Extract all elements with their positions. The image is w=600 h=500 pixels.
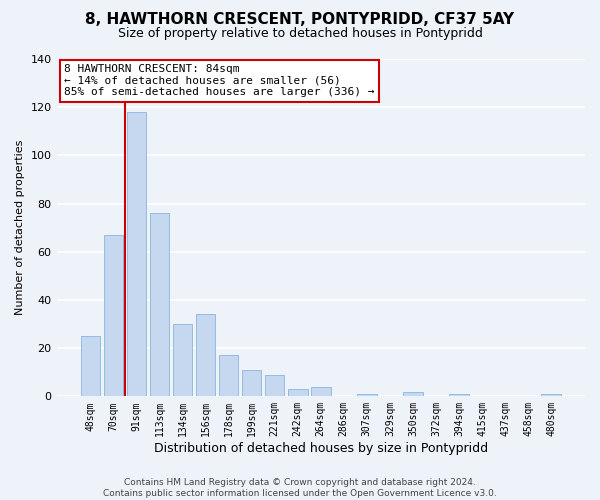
Bar [311,386,331,396]
Bar [265,374,284,396]
Bar [80,336,100,396]
Bar [357,394,377,396]
Bar [173,324,193,396]
Bar [449,394,469,396]
Bar [219,356,238,397]
Text: 8, HAWTHORN CRESCENT, PONTYPRIDD, CF37 5AY: 8, HAWTHORN CRESCENT, PONTYPRIDD, CF37 5… [85,12,515,28]
Bar [242,370,262,396]
Text: Contains HM Land Registry data © Crown copyright and database right 2024.
Contai: Contains HM Land Registry data © Crown c… [103,478,497,498]
Bar [403,392,423,396]
Bar [104,235,123,396]
Text: Size of property relative to detached houses in Pontypridd: Size of property relative to detached ho… [118,28,482,40]
Bar [541,394,561,396]
Bar [127,112,146,397]
Bar [288,389,308,396]
X-axis label: Distribution of detached houses by size in Pontypridd: Distribution of detached houses by size … [154,442,488,455]
Text: 8 HAWTHORN CRESCENT: 84sqm
← 14% of detached houses are smaller (56)
85% of semi: 8 HAWTHORN CRESCENT: 84sqm ← 14% of deta… [64,64,375,98]
Bar [196,314,215,396]
Y-axis label: Number of detached properties: Number of detached properties [15,140,25,316]
Bar [149,213,169,396]
